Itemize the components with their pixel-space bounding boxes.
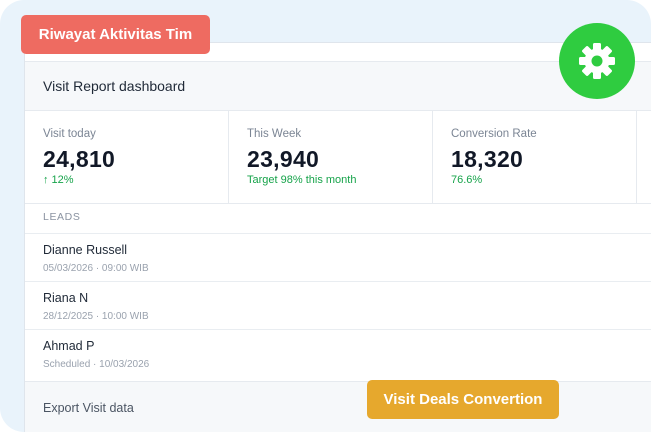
stat-value: 18,320 bbox=[451, 146, 524, 172]
stat-label: Visit today bbox=[43, 128, 96, 140]
stat-visit-today: Visit today 24,810 ↑ 12% bbox=[25, 111, 229, 204]
lead-datetime: 05/03/2026 · 09:00 WIB bbox=[43, 263, 149, 274]
team-activity-badge: Riwayat Aktivitas Tim bbox=[21, 15, 210, 54]
lead-name: Ahmad P bbox=[43, 339, 95, 353]
lead-datetime: 28/12/2025 · 10:00 WIB bbox=[43, 311, 149, 322]
card-header: Visit Report dashboard bbox=[25, 61, 651, 111]
export-visit-data-link[interactable]: Export Visit data bbox=[43, 401, 134, 415]
stats-row: Visit today 24,810 ↑ 12% This Week 23,94… bbox=[25, 111, 651, 204]
leads-heading: LEADS bbox=[43, 211, 81, 223]
lead-name: Riana N bbox=[43, 291, 89, 305]
gear-icon bbox=[579, 43, 615, 79]
stat-conversion-rate: Conversion Rate 18,320 76.6% bbox=[433, 111, 637, 204]
stat-value: 23,940 bbox=[247, 146, 320, 172]
stat-this-week: This Week 23,940 Target 98% this month bbox=[229, 111, 433, 204]
lead-row[interactable]: Ahmad P Scheduled · 10/03/2026 bbox=[25, 329, 651, 377]
stat-rate: 76.6% bbox=[451, 174, 483, 186]
lead-row[interactable]: Riana N 28/12/2025 · 10:00 WIB bbox=[25, 281, 651, 329]
stat-change: ↑ 12% bbox=[43, 174, 74, 186]
settings-button[interactable] bbox=[559, 23, 635, 99]
lead-name: Dianne Russell bbox=[43, 243, 128, 257]
stat-target: Target 98% this month bbox=[247, 174, 357, 186]
dashboard-card: Visit Report dashboard Visit today 24,81… bbox=[24, 42, 651, 432]
lead-row[interactable]: Dianne Russell 05/03/2026 · 09:00 WIB bbox=[25, 233, 651, 281]
stat-value: 24,810 bbox=[43, 146, 116, 172]
lead-datetime: Scheduled · 10/03/2026 bbox=[43, 359, 150, 370]
stat-label: This Week bbox=[247, 128, 302, 140]
visit-deals-conversion-button[interactable]: Visit Deals Convertion bbox=[367, 380, 559, 419]
stat-label: Conversion Rate bbox=[451, 128, 537, 140]
page-title: Visit Report dashboard bbox=[43, 78, 186, 94]
